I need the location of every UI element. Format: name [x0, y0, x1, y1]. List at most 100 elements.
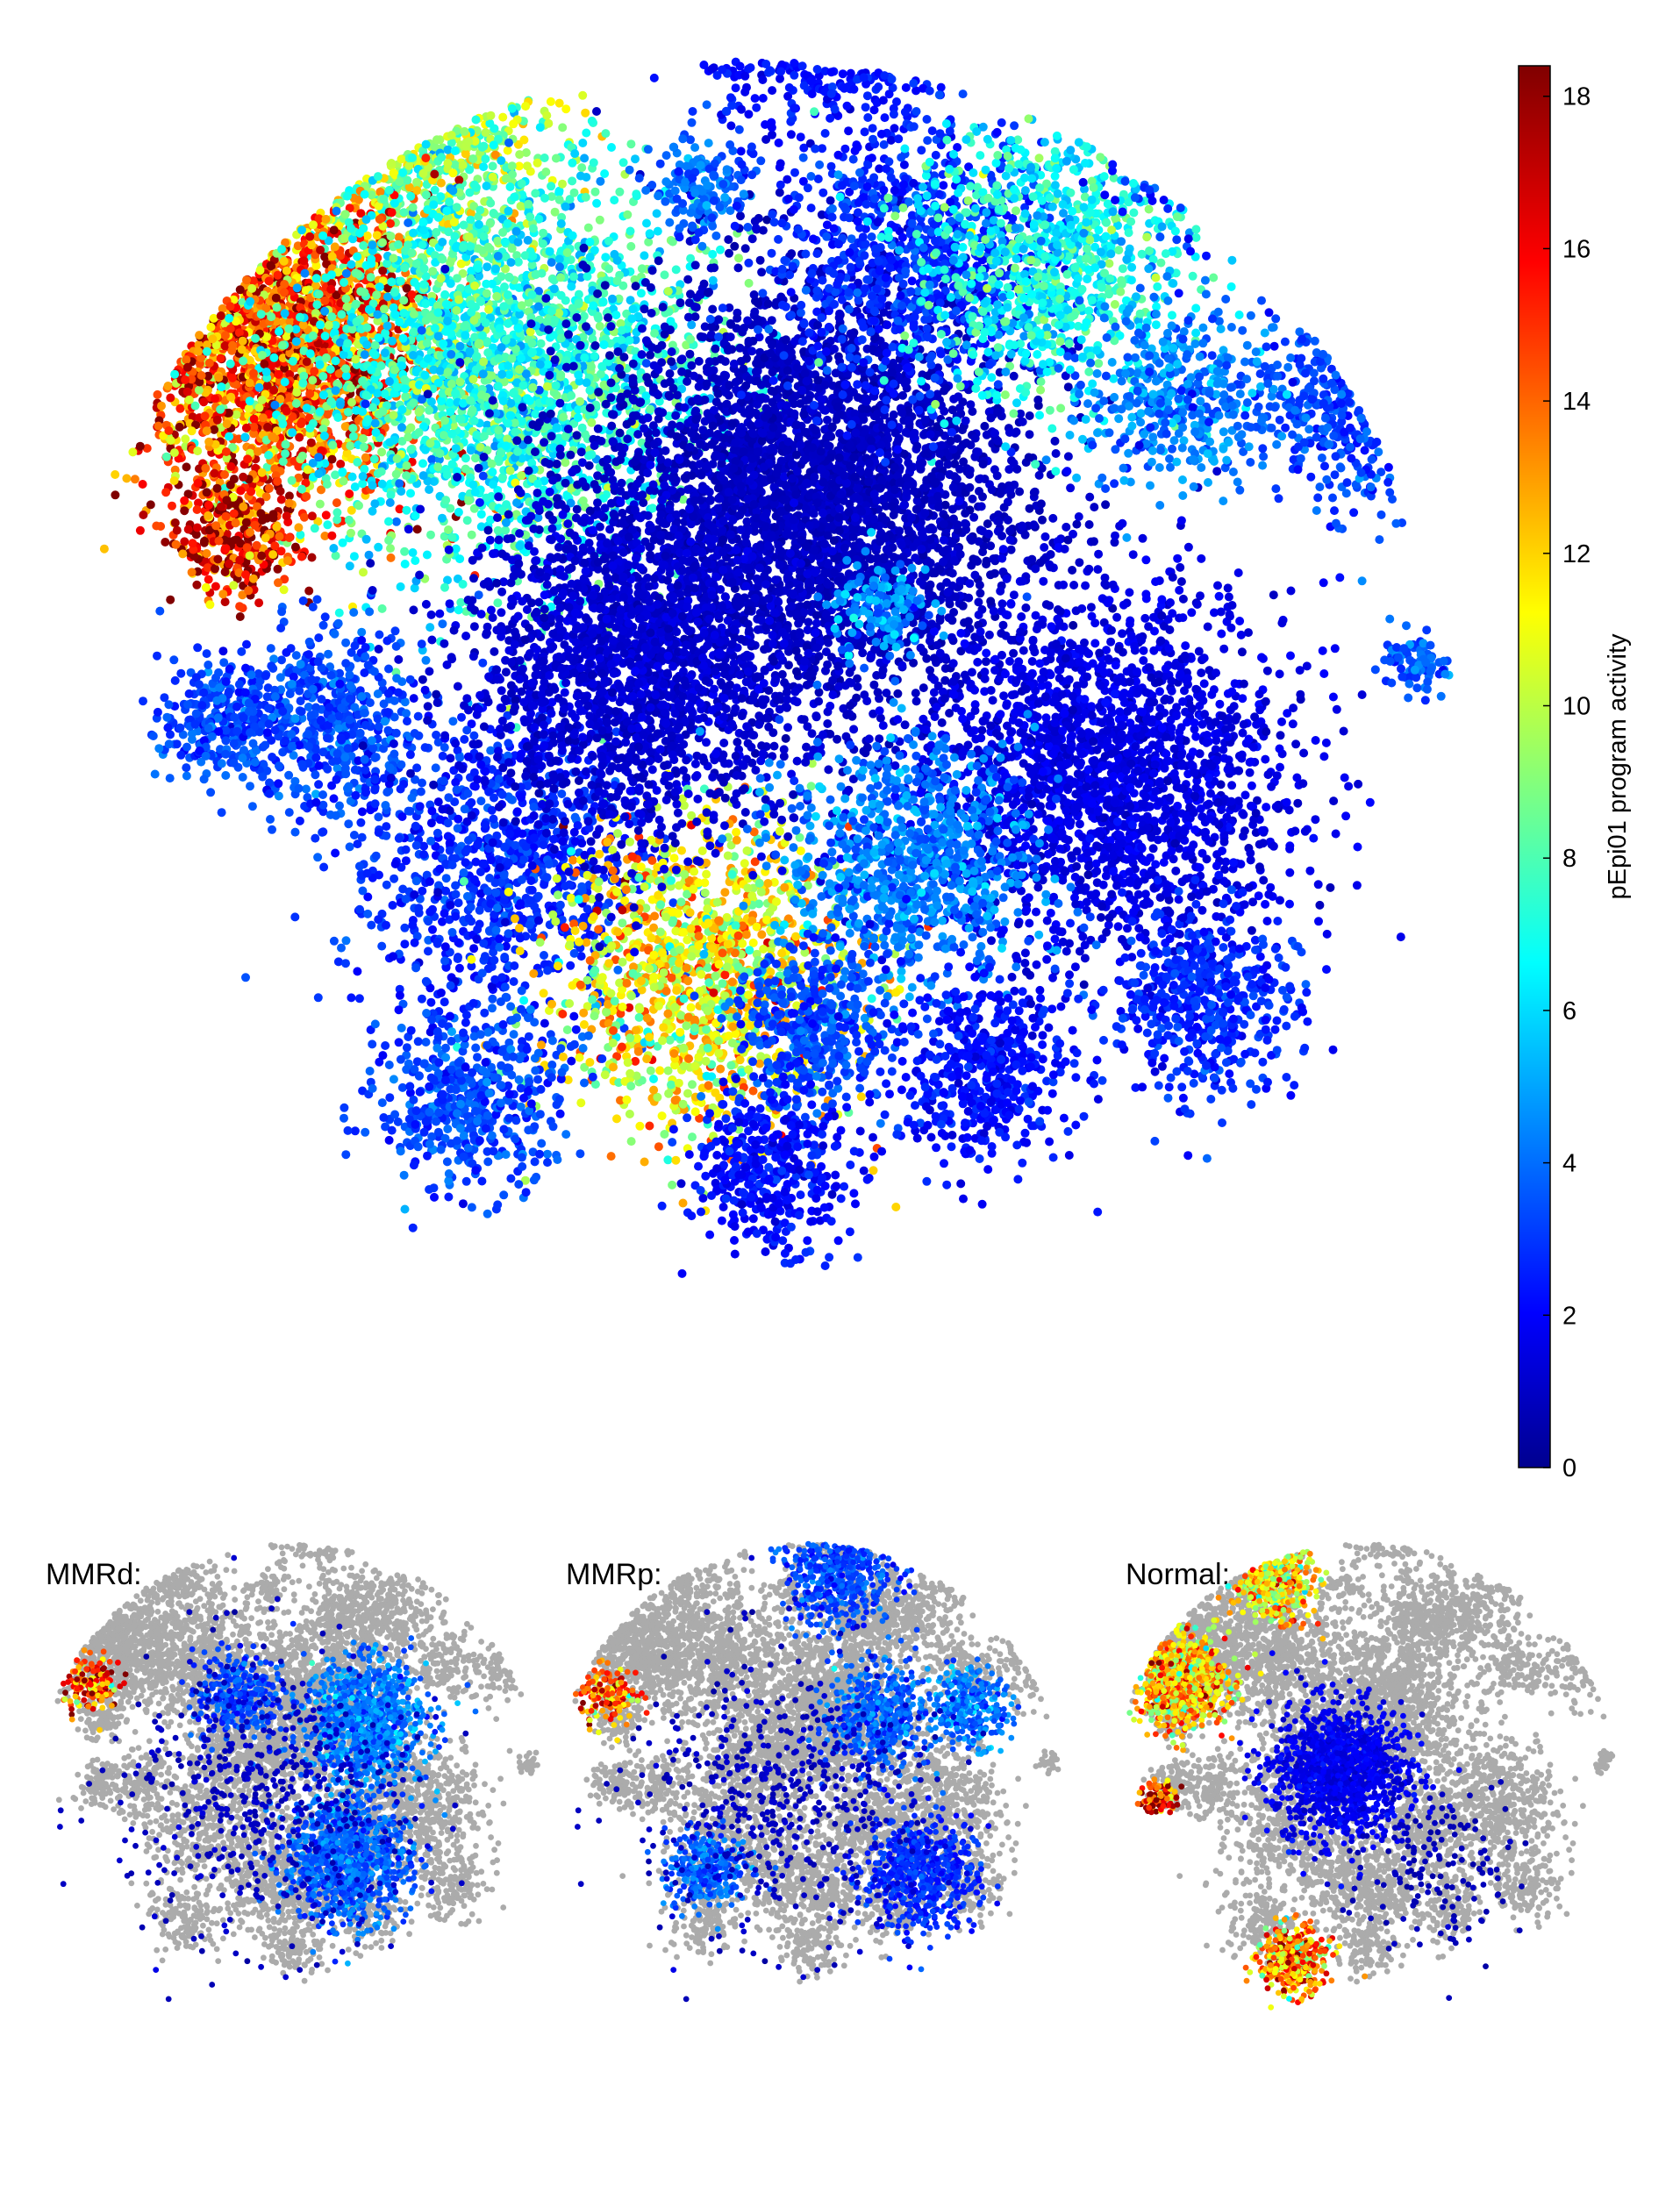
main-data-point: [435, 449, 445, 458]
main-data-point: [329, 225, 339, 235]
main-data-point: [641, 359, 651, 368]
main-data-point: [545, 246, 554, 256]
main-data-point: [308, 331, 318, 340]
main-data-point: [450, 160, 460, 169]
main-data-point: [358, 407, 368, 417]
main-data-point: [322, 480, 332, 489]
main-data-point: [447, 429, 457, 439]
main-data-point: [493, 252, 503, 261]
main-data-point: [386, 232, 396, 241]
main-data-point: [352, 318, 361, 326]
main-data-point: [517, 179, 526, 189]
main-data-point: [247, 487, 256, 496]
main-data-point: [527, 348, 536, 358]
main-data-point: [448, 168, 458, 178]
main-data-point: [404, 161, 414, 170]
main-data-point: [199, 397, 209, 407]
main-data-point: [193, 446, 203, 456]
main-data-point: [604, 264, 614, 274]
main-data-point: [468, 375, 478, 384]
main-data-point: [585, 386, 595, 395]
main-data-point: [318, 372, 328, 381]
main-data-point: [328, 440, 338, 450]
main-data-point: [353, 252, 362, 261]
main-data-point: [338, 468, 347, 476]
main-data-point: [247, 283, 257, 293]
main-data-point: [261, 368, 271, 376]
main-data-point: [425, 405, 434, 415]
main-data-point: [481, 128, 490, 138]
main-data-point: [486, 198, 496, 208]
main-data-point: [488, 468, 497, 477]
main-data-point: [325, 365, 335, 374]
main-data-point: [561, 202, 570, 211]
main-data-point: [279, 288, 289, 297]
main-data-point: [368, 348, 378, 358]
main-data-point: [398, 168, 408, 177]
main-data-point: [440, 582, 449, 592]
main-data-point: [547, 306, 556, 316]
main-data-point: [466, 396, 475, 405]
main-data-point: [687, 320, 697, 330]
main-data-point: [308, 375, 318, 385]
main-data-point: [590, 352, 599, 361]
main-data-point: [489, 209, 498, 218]
main-data-point: [549, 284, 559, 294]
main-data-point: [330, 242, 340, 252]
main-data-point: [390, 435, 399, 445]
main-data-point: [497, 272, 506, 282]
main-data-point: [262, 381, 272, 390]
main-data-point: [490, 264, 500, 274]
main-data-point: [368, 481, 377, 490]
main-data-point: [418, 240, 427, 250]
main-data-point: [340, 233, 350, 243]
main-data-point: [623, 210, 633, 219]
main-data-point: [402, 505, 411, 515]
main-data-point: [482, 279, 491, 289]
main-data-point: [473, 264, 483, 273]
main-data-point: [514, 161, 524, 171]
main-data-point: [380, 348, 390, 358]
main-data-point: [628, 304, 638, 314]
main-data-point: [632, 191, 641, 201]
main-data-point: [636, 289, 646, 298]
main-data-point: [182, 387, 192, 396]
main-data-point: [370, 340, 380, 350]
main-data-point: [194, 385, 204, 395]
main-data-point: [430, 169, 440, 179]
main-data-point: [256, 310, 266, 319]
main-data-point: [472, 182, 481, 192]
main-data-point: [169, 448, 179, 458]
main-data-point: [194, 346, 204, 356]
main-data-point: [556, 273, 566, 282]
main-data-point: [481, 318, 490, 328]
main-data-point: [311, 274, 321, 283]
main-data-point: [332, 498, 341, 508]
main-data-point: [372, 290, 382, 300]
main-data-point: [433, 462, 443, 472]
main-data-point: [397, 154, 406, 164]
main-data-point: [242, 275, 251, 285]
main-data-point: [342, 302, 352, 311]
main-data-point: [170, 369, 180, 379]
main-data-point: [303, 465, 312, 475]
main-data-point: [182, 355, 191, 365]
main-data-point: [225, 359, 235, 368]
main-data-point: [512, 498, 521, 508]
main-data-point: [366, 273, 375, 282]
main-data-point: [318, 390, 328, 400]
main-data-point: [454, 295, 464, 304]
main-data-point: [395, 479, 404, 489]
main-data-point: [351, 299, 361, 309]
main-data-point: [503, 146, 512, 155]
main-data-point: [135, 441, 145, 451]
main-data-point: [411, 259, 421, 268]
main-data-point: [226, 462, 236, 471]
main-data-point: [481, 154, 490, 164]
main-data-point: [182, 362, 192, 372]
main-data-point: [580, 154, 590, 163]
main-data-point: [461, 149, 470, 159]
main-data-point: [542, 317, 552, 326]
main-data-point: [587, 418, 597, 427]
main-data-point: [318, 231, 328, 240]
